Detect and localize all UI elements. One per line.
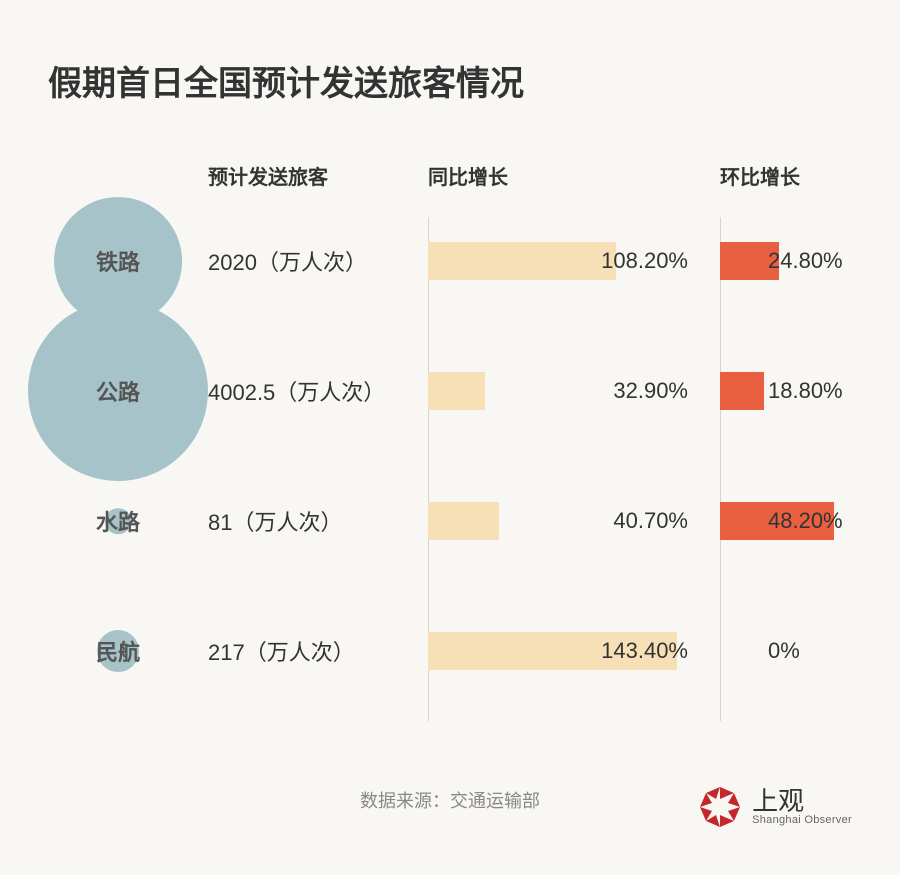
logo-icon <box>698 785 742 829</box>
mom-value: 48.20% <box>768 508 843 534</box>
yoy-value: 108.20% <box>428 248 688 274</box>
data-row: 民航 217（万人次） 143.40% 0% <box>48 617 852 685</box>
mom-bar <box>720 372 764 410</box>
data-source: 数据来源：交通运输部 <box>360 787 540 813</box>
data-row: 水路 81（万人次） 40.70% 48.20% <box>48 487 852 555</box>
header-passengers: 预计发送旅客 <box>208 161 328 190</box>
column-headers: 预计发送旅客 同比增长 环比增长 <box>48 161 852 191</box>
category-label: 公路 <box>96 375 140 407</box>
yoy-value: 40.70% <box>428 508 688 534</box>
category-label: 铁路 <box>96 245 140 277</box>
header-mom: 环比增长 <box>720 161 800 190</box>
publisher-logo: 上观 Shanghai Observer <box>698 785 852 829</box>
yoy-value: 143.40% <box>428 638 688 664</box>
passenger-value: 2020（万人次） <box>208 245 367 277</box>
logo-text-en: Shanghai Observer <box>752 815 852 827</box>
yoy-value: 32.90% <box>428 378 688 404</box>
mom-value: 0% <box>768 638 800 664</box>
chart-area: 预计发送旅客 同比增长 环比增长 铁路 2020（万人次） 108.20% 24.80… <box>48 161 852 721</box>
mom-value: 24.80% <box>768 248 843 274</box>
data-row: 公路 4002.5（万人次） 32.90% 18.80% <box>48 357 852 425</box>
header-yoy: 同比增长 <box>428 161 508 190</box>
category-label: 水路 <box>96 505 140 537</box>
data-row: 铁路 2020（万人次） 108.20% 24.80% <box>48 227 852 295</box>
chart-title: 假期首日全国预计发送旅客情况 <box>48 56 852 105</box>
category-label: 民航 <box>96 635 140 667</box>
logo-text-cn: 上观 <box>752 788 852 815</box>
mom-value: 18.80% <box>768 378 843 404</box>
passenger-value: 81（万人次） <box>208 505 342 537</box>
passenger-value: 217（万人次） <box>208 635 355 667</box>
passenger-value: 4002.5（万人次） <box>208 375 385 407</box>
